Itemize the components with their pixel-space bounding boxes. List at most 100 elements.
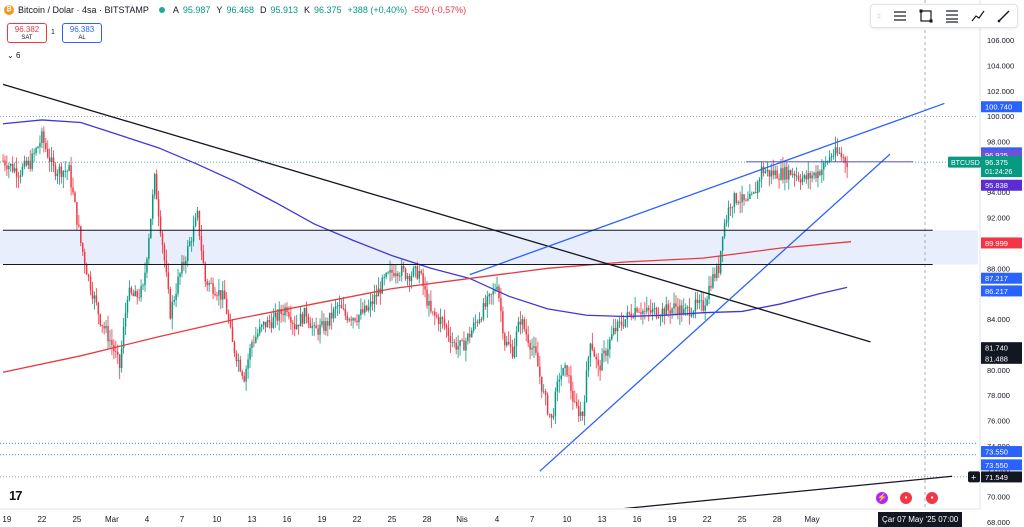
candle-body (846, 162, 848, 168)
y-tick-label: 80.000 (987, 366, 1010, 375)
candle-body (688, 307, 691, 317)
candle-body (255, 336, 257, 343)
price-label-bg (981, 446, 1022, 458)
price-label-bg (981, 179, 1022, 191)
x-tick-label: 22 (353, 515, 362, 524)
candle-body (725, 219, 728, 224)
pencil-icon[interactable] (996, 9, 1012, 23)
grip-icon[interactable] (876, 9, 882, 23)
candle-body (675, 303, 677, 307)
candle-body (461, 340, 463, 342)
fib-icon[interactable] (944, 9, 960, 23)
price-label-bg (981, 285, 1022, 297)
candle-body (719, 250, 722, 274)
candle-body (784, 166, 786, 180)
indicators-toggle[interactable]: ⌄ 6 (7, 51, 21, 60)
candle-body (463, 340, 465, 351)
candle-body (39, 143, 41, 147)
candle-body (727, 207, 730, 220)
market-open-icon (158, 7, 165, 13)
candle-body (391, 269, 393, 273)
candle-body (272, 317, 275, 328)
candle-body (469, 333, 471, 338)
candle-body (502, 311, 504, 334)
candle-body (840, 152, 843, 157)
x-tick-label: 22 (703, 515, 712, 524)
candle-body (519, 321, 522, 325)
y-tick-label: 78.000 (987, 391, 1010, 400)
bitcoin-icon: ₿ (4, 5, 14, 15)
event-flag-us-icon[interactable]: ▪ (900, 492, 912, 504)
candle-body (132, 293, 135, 297)
y-tick-label: 88.000 (987, 264, 1010, 273)
candle-body (579, 411, 582, 416)
candle-body (791, 173, 794, 175)
candle-body (210, 282, 212, 284)
candle-body (280, 309, 282, 314)
candle-body (432, 311, 434, 313)
trend-line-icon[interactable] (970, 9, 986, 23)
x-tick-label: 25 (72, 515, 81, 524)
candle-body (202, 250, 205, 264)
candle-body (356, 320, 358, 323)
candle-body (638, 311, 640, 313)
sell-button[interactable]: 96.382 SAT (7, 23, 47, 43)
tradingview-logo[interactable]: 17 (9, 488, 23, 503)
candle-body (585, 370, 588, 402)
candle-body (118, 354, 121, 369)
candle-body (52, 157, 55, 166)
candle-body (346, 315, 349, 321)
time-axis: 19 22 25 Mar 4 7 10 13 16 19 22 25 28 Nis 4 7 10 13 16 19 22… (0, 508, 981, 524)
candle-body (531, 347, 533, 350)
sell-price: 96.382 (14, 25, 40, 34)
candle-body (418, 271, 420, 279)
candle-body (807, 172, 809, 180)
candle-body (696, 299, 699, 303)
candle-body (758, 179, 761, 182)
candle-body (290, 316, 292, 323)
candle-body (482, 303, 485, 320)
candle-body (10, 164, 12, 167)
price-label-bg (981, 471, 1022, 483)
candle-body (97, 302, 100, 315)
candle-body (371, 301, 374, 304)
event-bolt-icon[interactable]: ⚡ (876, 492, 888, 504)
candle-body (64, 170, 66, 172)
candle-body (809, 172, 811, 179)
candle-body (735, 193, 738, 203)
candle-body (632, 317, 634, 318)
candle-body (334, 306, 337, 310)
candle-body (292, 322, 294, 325)
price-label: 81.740 (985, 344, 1008, 353)
candle-body (506, 341, 508, 346)
candle-body (25, 160, 28, 166)
candle-body (148, 238, 150, 259)
candle-body (766, 169, 769, 172)
candle-body (144, 272, 146, 286)
candle-body (358, 315, 360, 323)
symbol-title[interactable]: Bitcoin / Dolar · 4sa · BITSTAMP (18, 5, 149, 15)
candle-body (474, 322, 477, 324)
last-price-value: 96.375 (985, 158, 1008, 167)
candle-body (813, 172, 815, 176)
candle-body (412, 268, 415, 276)
horizontal-ray-icon[interactable] (892, 9, 908, 23)
rectangle-icon[interactable] (918, 9, 934, 23)
candle-body (642, 310, 644, 314)
candle-body (29, 160, 31, 169)
candle-body (231, 327, 234, 342)
candle-body (817, 171, 819, 179)
candle-body (80, 226, 82, 244)
candle-body (262, 321, 265, 325)
candle-body (644, 310, 646, 312)
candle-body (181, 261, 183, 274)
candle-body (778, 178, 780, 180)
buy-button[interactable]: 96.383 AL (62, 23, 102, 43)
candle-body (187, 245, 189, 261)
price-label: 95.838 (985, 181, 1008, 190)
candle-body (220, 290, 222, 300)
candle-body (169, 289, 172, 319)
event-flag-us-icon-2[interactable]: ▪ (926, 492, 938, 504)
candle-body (768, 169, 771, 177)
